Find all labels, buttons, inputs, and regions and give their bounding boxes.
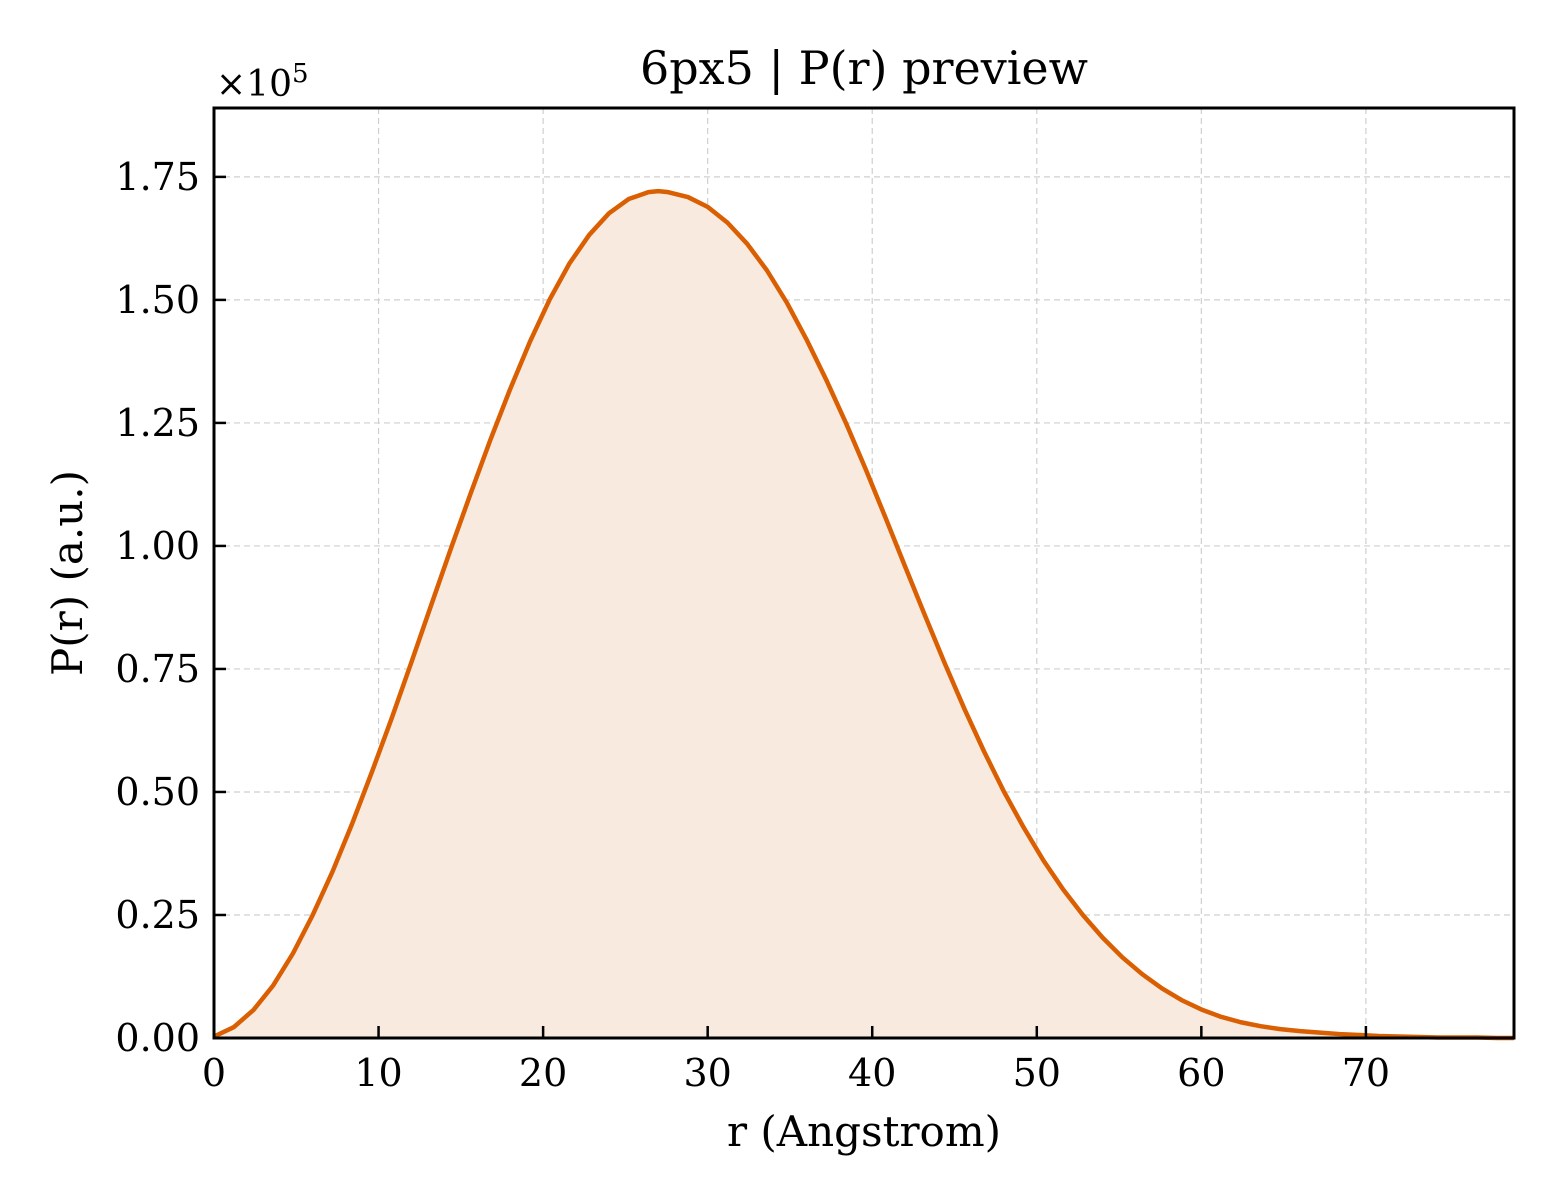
y-tick-label: 1.75 [115,155,200,199]
y-tick-label: 1.25 [115,401,200,445]
x-tick-label: 0 [202,1051,226,1095]
chart-title: 6px5 | P(r) preview [640,41,1088,95]
x-tick-label: 10 [354,1051,402,1095]
x-tick-label: 70 [1342,1051,1390,1095]
x-tick-label: 40 [848,1051,896,1095]
x-axis-label: r (Angstrom) [727,1107,1001,1156]
y-tick-label: 0.75 [115,647,200,691]
plot-frame [212,106,1516,1040]
x-tick-label: 60 [1177,1051,1225,1095]
y-offset-label: ×105 [216,59,309,105]
y-tick-label: 0.00 [115,1016,200,1060]
y-tick-label: 0.50 [115,770,200,814]
y-axis-label: P(r) (a.u.) [43,470,92,676]
x-tick-label: 30 [683,1051,731,1095]
y-tick-label: 1.00 [115,524,200,568]
series-line [213,188,1514,1041]
tick-layer: 0 10 20 30 40 50 60 70 0.00 0.25 0.50 0.75 1.00 1.25 1… [115,155,1390,1095]
y-offset-prefix: ×10 [216,64,292,105]
y-tick-label: 0.25 [115,893,200,937]
area-fill [214,191,1514,1038]
x-tick-label: 20 [519,1051,567,1095]
y-offset-exponent: 5 [292,59,309,89]
x-tick-label: 50 [1013,1051,1061,1095]
y-tick-label: 1.50 [115,278,200,322]
